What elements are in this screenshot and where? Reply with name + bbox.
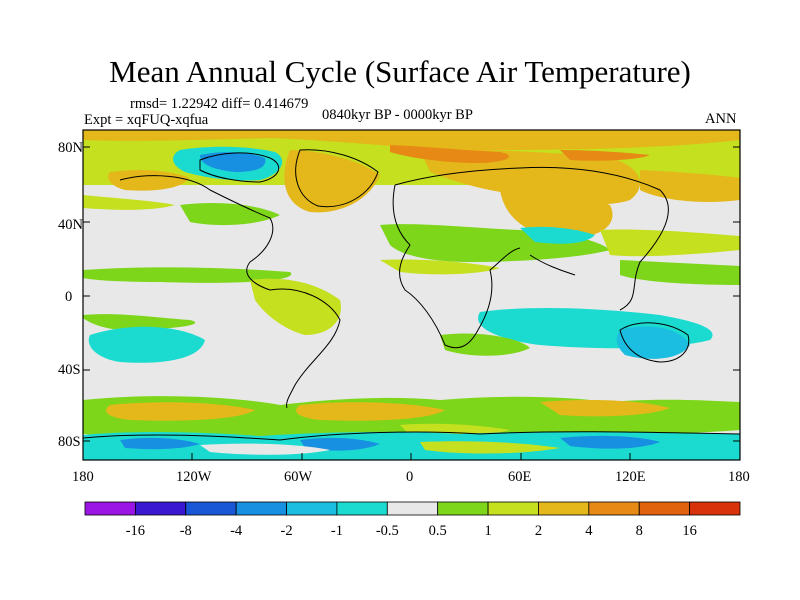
colorbar-label: -8: [180, 523, 192, 539]
coastlines: [82, 149, 741, 441]
colorbar-label: 4: [585, 523, 593, 539]
lon-label-180e: 180: [728, 469, 750, 485]
colorbar-label: 16: [682, 523, 697, 539]
lon-label-60w: 60W: [284, 469, 313, 485]
colorbar-label: -4: [230, 523, 243, 539]
lat-label-40s: 40S: [58, 362, 81, 378]
lat-label-0: 0: [65, 289, 72, 305]
colorbar-swatch: [538, 501, 590, 516]
colorbar-label: -0.5: [376, 523, 399, 539]
colorbar-label: -1: [331, 523, 343, 539]
colorbar-swatch: [134, 501, 187, 516]
colorbar-swatch: [185, 501, 237, 516]
colorbar-label: -2: [280, 523, 292, 539]
lon-label-120w: 120W: [176, 469, 212, 485]
lat-label-80s: 80S: [58, 434, 81, 450]
colorbar-swatch: [437, 501, 489, 516]
colorbar-swatch: [84, 501, 136, 516]
period-label: 0840kyr BP - 0000kyr BP: [322, 107, 473, 123]
lon-axis: 180 120W 60W 0 60E 120E 180: [72, 453, 750, 485]
colorbar-swatch: [588, 501, 640, 516]
experiment-label: Expt = xqFUQ-xqfua: [84, 112, 209, 128]
lat-axis: 80N 40N 0 40S 80S: [58, 140, 740, 450]
colorbar-swatch: [286, 501, 338, 516]
colorbar: -16 -8 -4 -2 -1 -0.5 0.5 1 2 4 8 16: [84, 501, 741, 539]
colorbar-label: 8: [636, 523, 643, 539]
lon-label-60e: 60E: [508, 469, 532, 485]
colorbar-swatch: [638, 501, 691, 516]
chart-title: Mean Annual Cycle (Surface Air Temperatu…: [109, 54, 691, 89]
colorbar-label: 1: [484, 523, 491, 539]
lon-label-0: 0: [406, 469, 413, 485]
colorbar-swatch: [386, 501, 439, 516]
stats-text: rmsd= 1.22942 diff= 0.414679: [130, 96, 309, 112]
lon-label-120e: 120E: [615, 469, 646, 485]
colorbar-swatch: [336, 501, 388, 516]
lat-label-40n: 40N: [58, 217, 84, 233]
colorbar-label: 2: [535, 523, 542, 539]
lat-label-80n: 80N: [58, 140, 84, 156]
colorbar-swatch: [235, 501, 287, 516]
colorbar-label: 0.5: [429, 523, 447, 539]
colorbar-label: -16: [126, 523, 145, 539]
colorbar-swatch: [689, 501, 741, 516]
lon-label-180w: 180: [72, 469, 94, 485]
colorbar-swatch: [487, 501, 539, 516]
season-label: ANN: [705, 111, 737, 127]
